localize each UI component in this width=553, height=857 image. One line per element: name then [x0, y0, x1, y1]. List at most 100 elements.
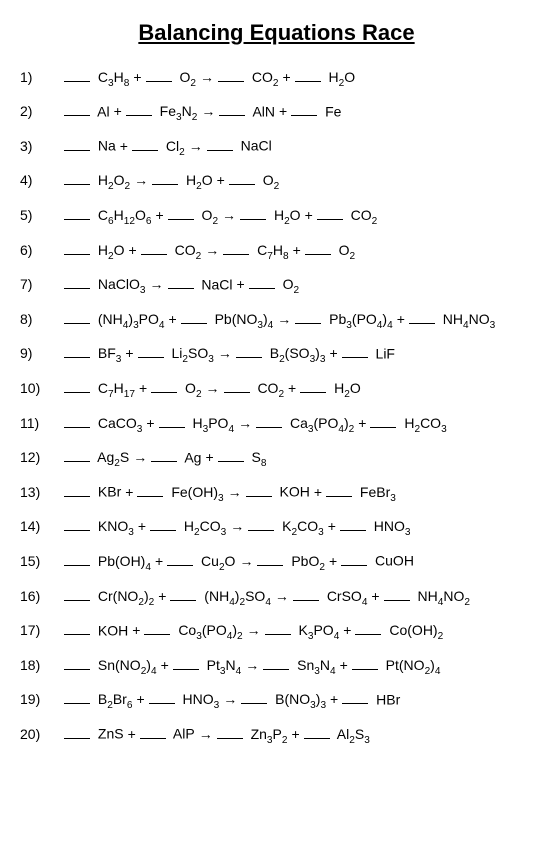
chemical-formula: C7H17 [98, 380, 135, 396]
coefficient-blank[interactable] [64, 241, 90, 255]
coefficient-blank[interactable] [173, 656, 199, 670]
coefficient-blank[interactable] [170, 587, 196, 601]
coefficient-blank[interactable] [137, 483, 163, 497]
coefficient-blank[interactable] [159, 414, 185, 428]
coefficient-blank[interactable] [241, 691, 267, 705]
coefficient-blank[interactable] [64, 345, 90, 359]
coefficient-blank[interactable] [305, 241, 331, 255]
coefficient-blank[interactable] [64, 449, 90, 463]
coefficient-blank[interactable] [140, 725, 166, 739]
coefficient-blank[interactable] [370, 414, 396, 428]
coefficient-blank[interactable] [249, 276, 275, 290]
coefficient-blank[interactable] [64, 622, 90, 636]
coefficient-blank[interactable] [384, 587, 410, 601]
coefficient-blank[interactable] [236, 345, 262, 359]
coefficient-blank[interactable] [64, 172, 90, 186]
coefficient-blank[interactable] [218, 449, 244, 463]
coefficient-blank[interactable] [146, 68, 172, 82]
coefficient-blank[interactable] [229, 172, 255, 186]
problem-row: 5) C6H12O6+ O2→ H2O+ CO2 [20, 206, 533, 223]
coefficient-blank[interactable] [152, 172, 178, 186]
chemical-formula: H2O [186, 172, 213, 188]
coefficient-blank[interactable] [149, 691, 175, 705]
coefficient-blank[interactable] [138, 345, 164, 359]
chemical-formula: (NH4)2SO4 [204, 588, 271, 604]
problem-row: 12) Ag2S→ Ag+ S8 [20, 449, 533, 466]
chemical-formula: KOH [279, 484, 309, 500]
coefficient-blank[interactable] [64, 103, 90, 117]
coefficient-blank[interactable] [144, 622, 170, 636]
coefficient-blank[interactable] [291, 103, 317, 117]
chemical-formula: H2O [274, 207, 301, 223]
coefficient-blank[interactable] [151, 379, 177, 393]
equation: KBr+ Fe(OH)3→ KOH+ FeBr3 [64, 483, 396, 500]
coefficient-blank[interactable] [151, 449, 177, 463]
coefficient-blank[interactable] [409, 310, 435, 324]
coefficient-blank[interactable] [217, 725, 243, 739]
coefficient-blank[interactable] [64, 725, 90, 739]
chemical-formula: ZnS [98, 726, 124, 742]
coefficient-blank[interactable] [256, 414, 282, 428]
coefficient-blank[interactable] [64, 276, 90, 290]
plus-sign: + [329, 345, 337, 361]
coefficient-blank[interactable] [64, 691, 90, 705]
coefficient-blank[interactable] [246, 483, 272, 497]
coefficient-blank[interactable] [219, 103, 245, 117]
chemical-formula: Al2S3 [337, 726, 370, 742]
coefficient-blank[interactable] [64, 587, 90, 601]
problem-row: 10) C7H17+ O2→ CO2+ H2O [20, 379, 533, 396]
coefficient-blank[interactable] [263, 656, 289, 670]
coefficient-blank[interactable] [223, 241, 249, 255]
coefficient-blank[interactable] [355, 622, 381, 636]
coefficient-blank[interactable] [342, 345, 368, 359]
coefficient-blank[interactable] [64, 379, 90, 393]
coefficient-blank[interactable] [352, 656, 378, 670]
problem-row: 7) NaClO3→ NaCl+ O2 [20, 276, 533, 293]
coefficient-blank[interactable] [64, 483, 90, 497]
equation: B2Br6+ HNO3→ B(NO3)3+ HBr [64, 691, 400, 708]
coefficient-blank[interactable] [326, 483, 352, 497]
coefficient-blank[interactable] [240, 206, 266, 220]
coefficient-blank[interactable] [168, 206, 194, 220]
equation: NaClO3→ NaCl+ O2 [64, 276, 299, 293]
reaction-arrow: → [222, 207, 236, 223]
coefficient-blank[interactable] [167, 552, 193, 566]
coefficient-blank[interactable] [64, 137, 90, 151]
chemical-formula: O2 [339, 242, 356, 258]
coefficient-blank[interactable] [181, 310, 207, 324]
coefficient-blank[interactable] [64, 656, 90, 670]
coefficient-blank[interactable] [168, 276, 194, 290]
coefficient-blank[interactable] [64, 552, 90, 566]
chemical-formula: HNO3 [374, 518, 411, 534]
coefficient-blank[interactable] [64, 414, 90, 428]
coefficient-blank[interactable] [64, 310, 90, 324]
coefficient-blank[interactable] [64, 518, 90, 532]
coefficient-blank[interactable] [295, 68, 321, 82]
plus-sign: + [125, 484, 133, 500]
coefficient-blank[interactable] [132, 137, 158, 151]
chemical-formula: NaCl [201, 276, 232, 292]
coefficient-blank[interactable] [64, 68, 90, 82]
coefficient-blank[interactable] [207, 137, 233, 151]
coefficient-blank[interactable] [218, 68, 244, 82]
chemical-formula: O2 [202, 207, 219, 223]
coefficient-blank[interactable] [317, 206, 343, 220]
coefficient-blank[interactable] [300, 379, 326, 393]
coefficient-blank[interactable] [295, 310, 321, 324]
coefficient-blank[interactable] [126, 103, 152, 117]
coefficient-blank[interactable] [150, 518, 176, 532]
coefficient-blank[interactable] [341, 552, 367, 566]
reaction-arrow: → [134, 172, 148, 188]
coefficient-blank[interactable] [257, 552, 283, 566]
coefficient-blank[interactable] [141, 241, 167, 255]
coefficient-blank[interactable] [224, 379, 250, 393]
equation: H2O+ CO2→ C7H8+ O2 [64, 241, 355, 258]
coefficient-blank[interactable] [340, 518, 366, 532]
coefficient-blank[interactable] [293, 587, 319, 601]
coefficient-blank[interactable] [248, 518, 274, 532]
coefficient-blank[interactable] [342, 691, 368, 705]
coefficient-blank[interactable] [64, 206, 90, 220]
coefficient-blank[interactable] [304, 725, 330, 739]
coefficient-blank[interactable] [265, 622, 291, 636]
chemical-formula: C3H8 [98, 69, 129, 85]
